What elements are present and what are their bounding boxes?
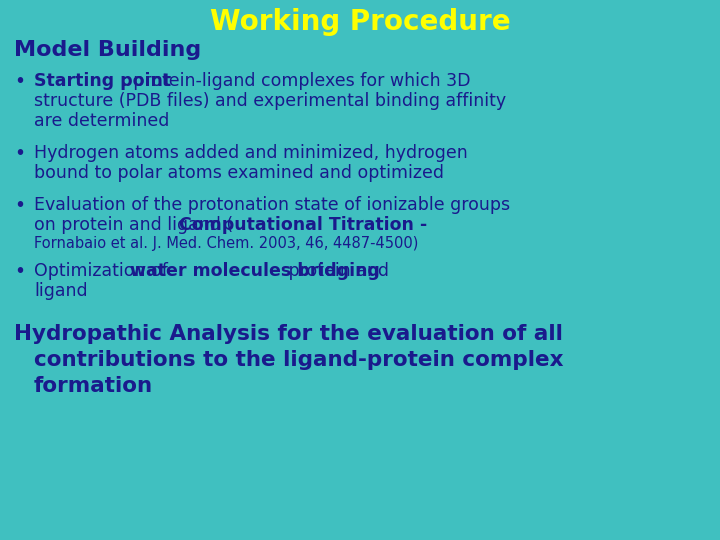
- Text: contributions to the ligand-protein complex: contributions to the ligand-protein comp…: [34, 350, 564, 370]
- Text: •: •: [14, 262, 25, 281]
- Text: : protein-ligand complexes for which 3D: : protein-ligand complexes for which 3D: [122, 72, 470, 90]
- Text: Fornabaio et al. J. Med. Chem. 2003, 46, 4487-4500): Fornabaio et al. J. Med. Chem. 2003, 46,…: [34, 236, 418, 251]
- Text: •: •: [14, 72, 25, 91]
- Text: •: •: [14, 196, 25, 215]
- Text: •: •: [14, 144, 25, 163]
- Text: water molecules bridging: water molecules bridging: [130, 262, 380, 280]
- Text: Evaluation of the protonation state of ionizable groups: Evaluation of the protonation state of i…: [34, 196, 510, 214]
- Text: formation: formation: [34, 376, 153, 396]
- Text: bound to polar atoms examined and optimized: bound to polar atoms examined and optimi…: [34, 164, 444, 182]
- Text: Hydrogen atoms added and minimized, hydrogen: Hydrogen atoms added and minimized, hydr…: [34, 144, 468, 162]
- Text: ligand: ligand: [34, 282, 88, 300]
- Text: protein and: protein and: [283, 262, 389, 280]
- Text: Hydropathic Analysis for the evaluation of all: Hydropathic Analysis for the evaluation …: [14, 324, 563, 344]
- Text: structure (PDB files) and experimental binding affinity: structure (PDB files) and experimental b…: [34, 92, 506, 110]
- Text: Working Procedure: Working Procedure: [210, 8, 510, 36]
- Text: Computational Titration -: Computational Titration -: [179, 216, 427, 234]
- Text: Model Building: Model Building: [14, 40, 202, 60]
- Text: are determined: are determined: [34, 112, 169, 130]
- Text: on protein and ligand (: on protein and ligand (: [34, 216, 233, 234]
- Text: Optimization of: Optimization of: [34, 262, 174, 280]
- Text: Starting point: Starting point: [34, 72, 171, 90]
